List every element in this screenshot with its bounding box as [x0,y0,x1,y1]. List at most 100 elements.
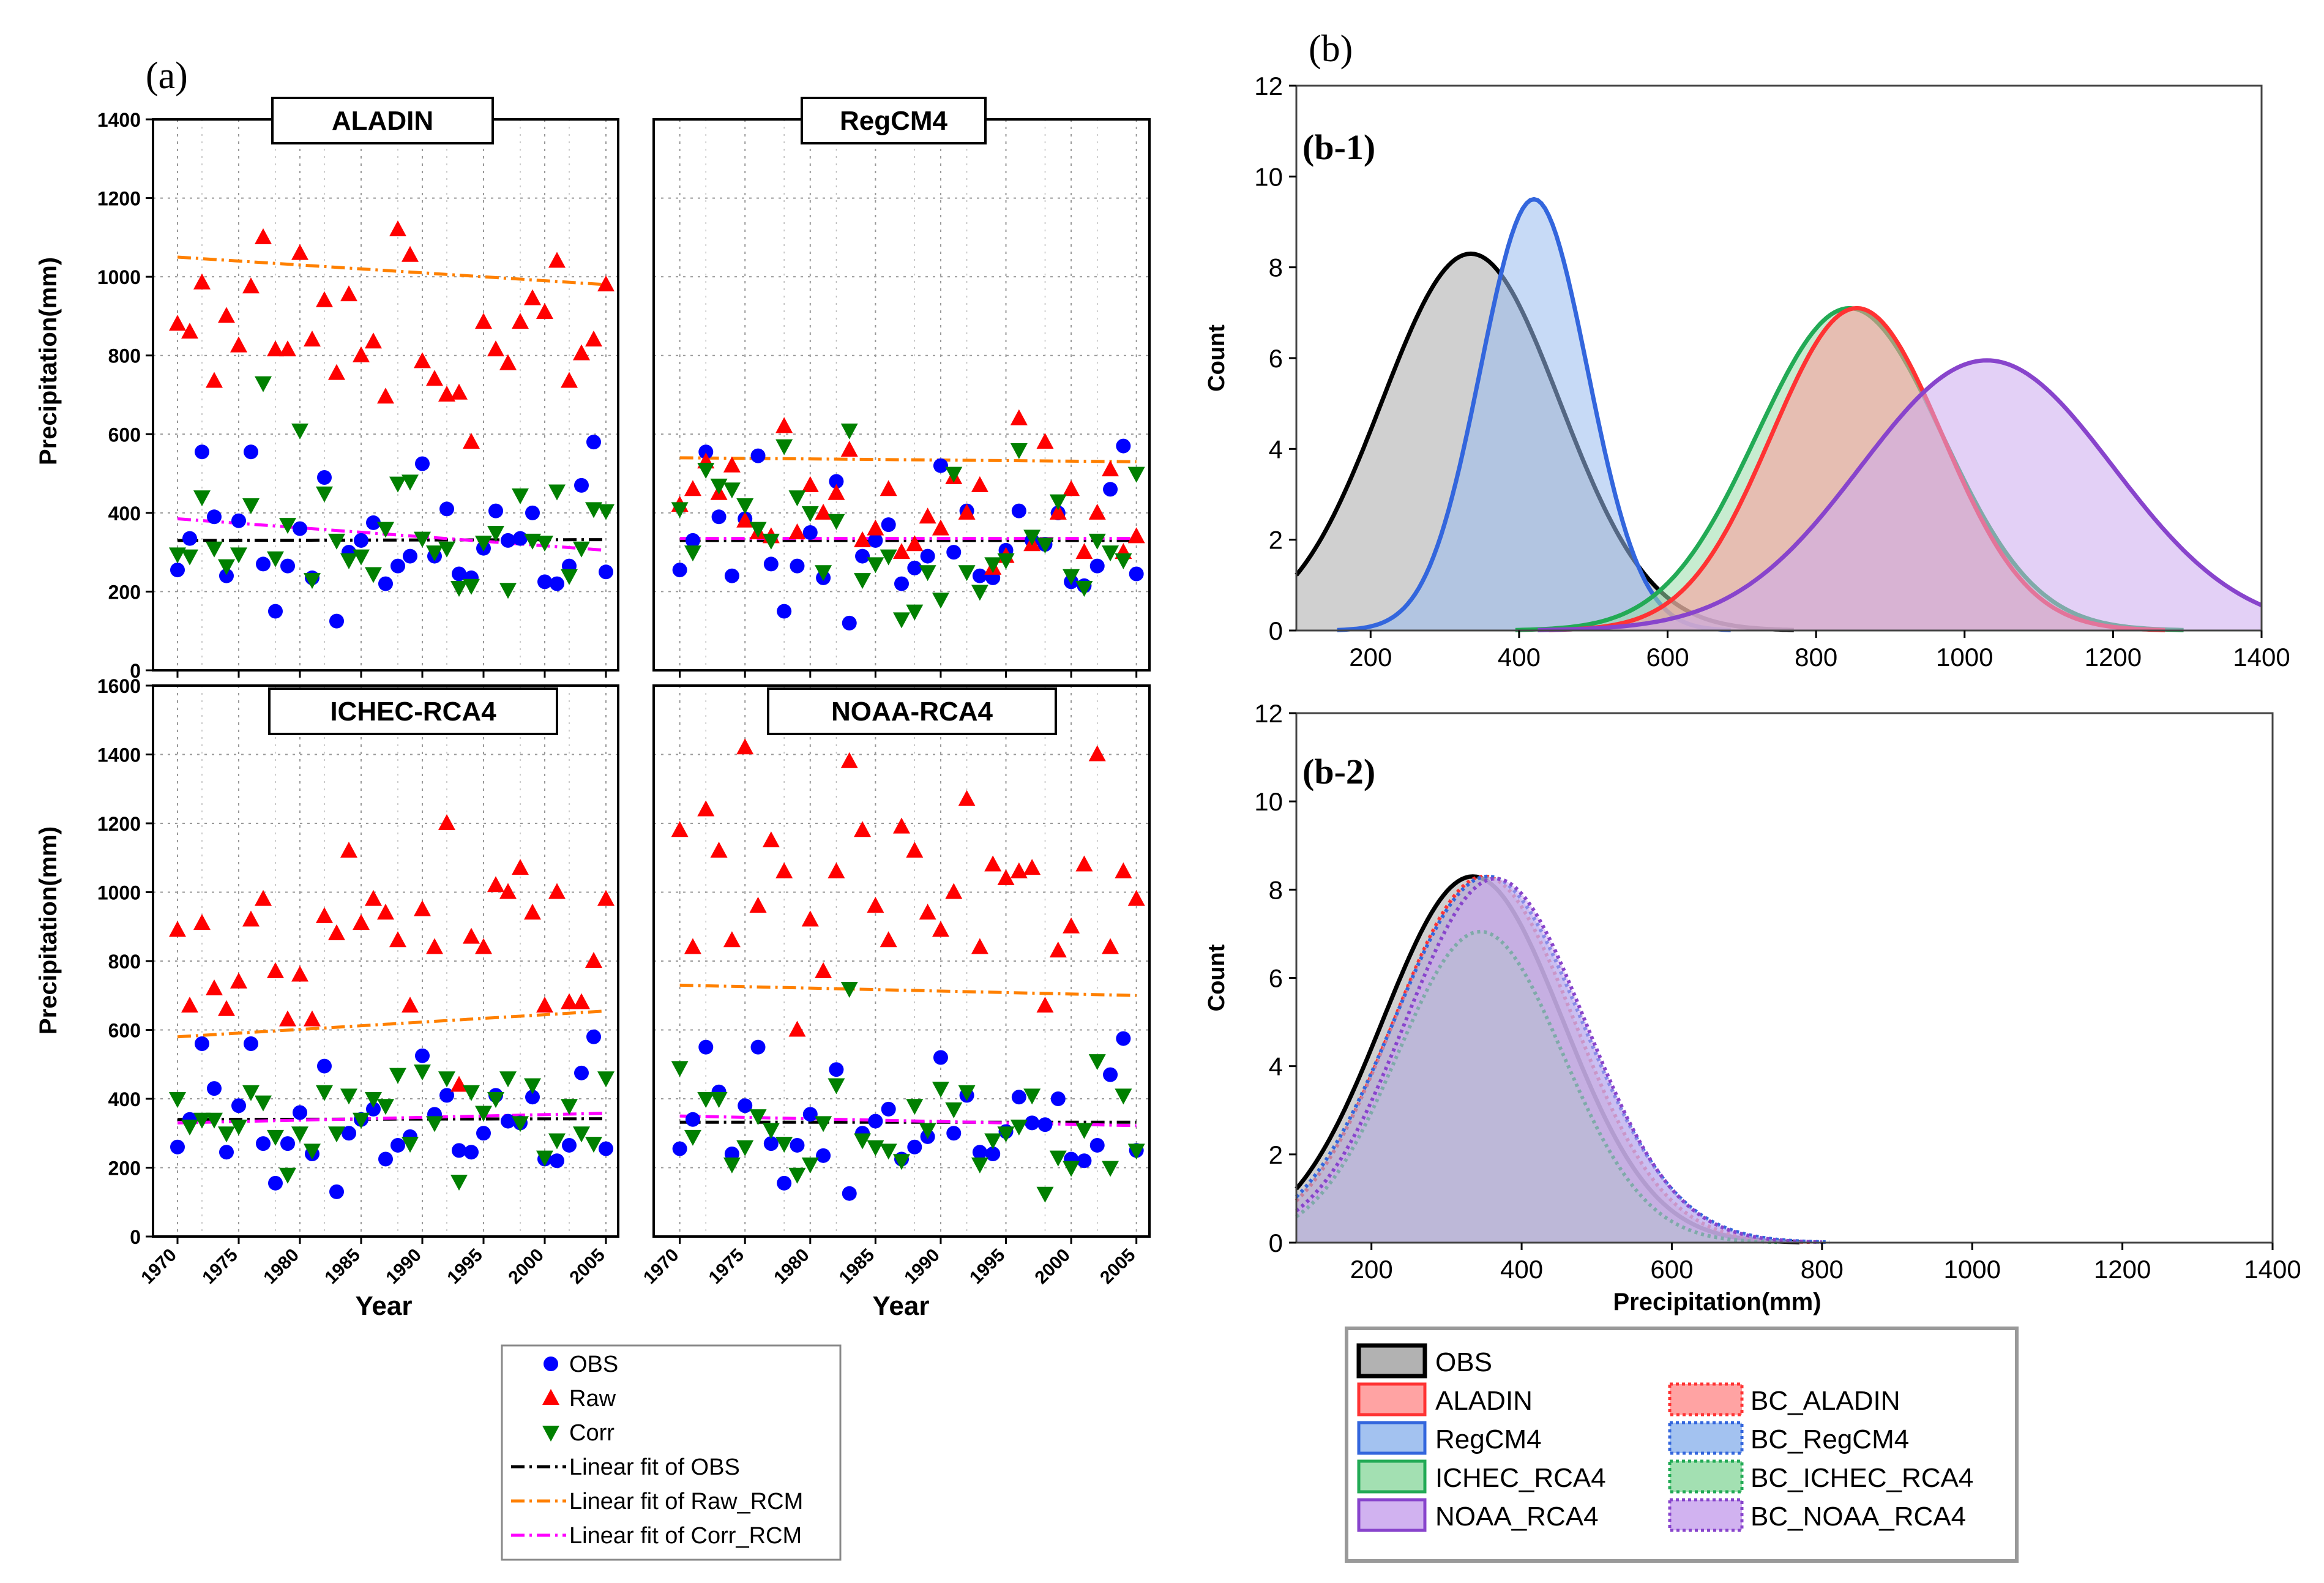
corr-point [279,518,296,534]
corr-point [723,1157,741,1173]
raw-point [450,1076,468,1092]
subplot-title-box [767,687,1057,735]
corr-point [512,488,529,504]
raw-point [710,842,728,858]
y-tick-label: 6 [1269,964,1283,993]
corr-point [487,526,504,542]
raw-point [548,252,566,268]
obs-point [354,533,368,548]
raw-point [169,921,186,937]
corr-point [1088,533,1106,550]
x-tick-label: 1400 [2244,1255,2301,1284]
fit-line [679,456,1137,463]
y-tick-label: 1600 [97,675,141,697]
corr-point [893,612,910,629]
corr-point [561,569,578,585]
panel-a-ylabel-bottom: Precipitation(mm) [35,826,62,1035]
raw-point [402,997,419,1013]
raw-point [1010,862,1028,878]
corr-point [487,1092,504,1108]
raw-point [377,904,394,920]
obs-point [698,1039,714,1055]
raw-point [573,993,590,1009]
raw-point [438,386,455,402]
obs-point [946,545,962,560]
corr-point [854,573,872,589]
corr-point [828,514,845,530]
corr-point [193,490,211,507]
corr-point [932,1082,949,1098]
obs-point [777,1175,792,1191]
panel-b-legend: OBS ALADIN RegCM4 ICHEC_RCA4 NOAA_RCA4 BC_ALA… [1345,1327,2019,1563]
raw-point [1049,941,1067,958]
obs-point [476,1126,491,1141]
obs-point [763,556,779,572]
y-tick-label: 1200 [97,813,141,835]
raw-point [426,938,443,954]
raw-point [854,821,872,837]
raw-point [438,814,455,830]
corr-point [945,466,963,483]
corr-point [426,1116,443,1132]
obs-point [672,563,687,578]
y-tick-label: 6 [1269,344,1283,373]
obs-point [711,509,727,525]
corr-point [684,1129,701,1146]
distribution-panel-2: 0 2 4 6 8 10 12 200 400 600 800 1000 1200 1400 Count Pr… [1204,699,2301,1315]
raw-point [267,962,284,978]
raw-point [548,883,566,899]
corr-point [671,502,689,518]
obs-point [537,574,552,589]
raw-point [181,323,198,339]
raw-point [512,859,529,875]
obs-point [464,1145,479,1160]
corr-point [1049,494,1067,511]
obs-point [562,1137,577,1153]
corr-point [328,533,345,550]
obs-point [802,525,818,540]
corr-point [573,1126,590,1143]
raw-point [749,897,767,913]
raw-point [365,332,382,349]
raw-point [971,476,988,492]
density-fill [1296,199,2262,631]
raw-point [880,931,897,948]
raw-point [867,519,884,536]
raw-point [291,965,308,982]
corr-point [414,1065,431,1080]
obs-point [972,1145,987,1160]
corr-point [736,1140,754,1156]
legend-swatch [1668,1421,1744,1455]
corr-point [279,1167,296,1184]
obs-point [920,548,935,564]
corr-point [775,439,793,455]
obs-point [1103,1067,1118,1082]
legend-marker-raw [542,1389,559,1405]
density-fill [1296,360,2262,631]
corr-point [536,1150,553,1167]
raw-point [193,914,211,930]
y-tick-label: 2 [1269,526,1283,555]
y-tick-label: 0 [130,660,141,682]
corr-point [958,1085,976,1101]
raw-point [788,523,806,539]
corr-point [499,583,517,599]
panel-a: (a) Precipitation(mm) Precipitation(mm) … [35,55,929,1321]
corr-point [919,1123,936,1139]
obs-point [378,1151,393,1167]
corr-point [867,1140,884,1156]
panel-a-label: (a) [146,55,188,97]
obs-point [586,435,601,450]
obs-point [816,1148,831,1163]
corr-point [1102,545,1119,562]
raw-point [684,938,701,954]
raw-point [561,372,578,388]
corr-point [1088,1054,1106,1071]
raw-point [1075,543,1093,559]
legend-swatch [1668,1459,1744,1494]
raw-point [801,910,819,927]
obs-point [1089,1137,1105,1153]
corr-point [958,565,976,582]
corr-point [736,498,754,514]
obs-point [170,563,185,578]
